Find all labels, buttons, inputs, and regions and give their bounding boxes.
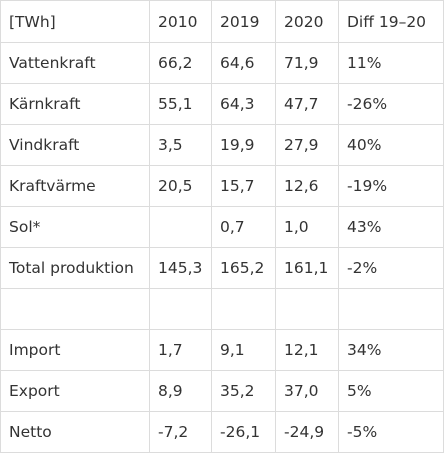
empty-cell — [338, 288, 444, 330]
table-row: Sol* 0,7 1,0 43% — [0, 206, 444, 248]
table-cell: 55,1 — [149, 83, 212, 125]
table-cell: 35,2 — [211, 370, 276, 412]
row-label-cell: Vattenkraft — [0, 42, 150, 84]
table-row: Kärnkraft 55,1 64,3 47,7 -26% — [0, 83, 444, 125]
table-cell: 64,6 — [211, 42, 276, 84]
table-row-empty — [0, 288, 444, 330]
row-label-cell: Sol* — [0, 206, 150, 248]
table-cell: 1,0 — [275, 206, 339, 248]
table-row: Import 1,7 9,1 12,1 34% — [0, 329, 444, 371]
table-row: Export 8,9 35,2 37,0 5% — [0, 370, 444, 412]
table-cell: -5% — [338, 411, 444, 453]
row-label-cell: Vindkraft — [0, 124, 150, 166]
table-row: Vindkraft 3,5 19,9 27,9 40% — [0, 124, 444, 166]
row-label-cell: Netto — [0, 411, 150, 453]
table-cell: -7,2 — [149, 411, 212, 453]
table-cell: -19% — [338, 165, 444, 207]
empty-cell — [0, 288, 150, 330]
table-header-row: [TWh] 2010 2019 2020 Diff 19–20 — [0, 0, 444, 43]
row-label-cell: Total produktion — [0, 247, 150, 289]
table-cell: -24,9 — [275, 411, 339, 453]
table-cell: 145,3 — [149, 247, 212, 289]
row-label-cell: Kärnkraft — [0, 83, 150, 125]
header-2010-cell: 2010 — [149, 0, 212, 43]
table-cell: 1,7 — [149, 329, 212, 371]
table-cell: 34% — [338, 329, 444, 371]
header-2019-cell: 2019 — [211, 0, 276, 43]
table-cell: -26,1 — [211, 411, 276, 453]
table-cell: 66,2 — [149, 42, 212, 84]
table-cell: 9,1 — [211, 329, 276, 371]
table-cell: 5% — [338, 370, 444, 412]
empty-cell — [275, 288, 339, 330]
table-cell: 12,1 — [275, 329, 339, 371]
header-2020-cell: 2020 — [275, 0, 339, 43]
table-cell: 15,7 — [211, 165, 276, 207]
table-row: Vattenkraft 66,2 64,6 71,9 11% — [0, 42, 444, 84]
row-label-cell: Export — [0, 370, 150, 412]
table-cell — [149, 206, 212, 248]
table-cell: 47,7 — [275, 83, 339, 125]
table-cell: 27,9 — [275, 124, 339, 166]
table-cell: 37,0 — [275, 370, 339, 412]
table-cell: 20,5 — [149, 165, 212, 207]
table-cell: 11% — [338, 42, 444, 84]
table-cell: 161,1 — [275, 247, 339, 289]
table-cell: -26% — [338, 83, 444, 125]
table-cell: 8,9 — [149, 370, 212, 412]
table-cell: 3,5 — [149, 124, 212, 166]
header-unit-cell: [TWh] — [0, 0, 150, 43]
table-cell: 64,3 — [211, 83, 276, 125]
table-cell: 19,9 — [211, 124, 276, 166]
table-cell: 165,2 — [211, 247, 276, 289]
empty-cell — [149, 288, 212, 330]
table-cell: 12,6 — [275, 165, 339, 207]
table-cell: 71,9 — [275, 42, 339, 84]
row-label-cell: Kraftvärme — [0, 165, 150, 207]
table-row: Netto -7,2 -26,1 -24,9 -5% — [0, 411, 444, 453]
row-label-cell: Import — [0, 329, 150, 371]
table-cell: 0,7 — [211, 206, 276, 248]
table-cell: 43% — [338, 206, 444, 248]
table-row: Total produktion 145,3 165,2 161,1 -2% — [0, 247, 444, 289]
table-cell: 40% — [338, 124, 444, 166]
table-row: Kraftvärme 20,5 15,7 12,6 -19% — [0, 165, 444, 207]
header-diff-cell: Diff 19–20 — [338, 0, 444, 43]
empty-cell — [211, 288, 276, 330]
table-cell: -2% — [338, 247, 444, 289]
